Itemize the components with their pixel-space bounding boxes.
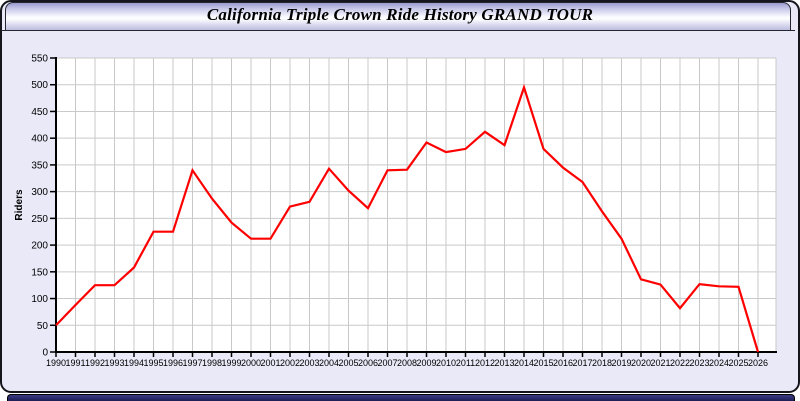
- x-tick-label: 2000: [241, 358, 261, 368]
- y-tick-label: 500: [31, 80, 48, 91]
- x-tick-label: 2003: [299, 358, 319, 368]
- x-tick-label: 1993: [104, 358, 124, 368]
- y-tick-label: 400: [31, 134, 48, 145]
- x-tick-label: 2024: [709, 358, 729, 368]
- x-tick-label: 2008: [397, 358, 417, 368]
- x-tick-label: 1999: [221, 358, 241, 368]
- x-tick-label: 1991: [65, 358, 85, 368]
- y-tick-label: 100: [31, 294, 48, 305]
- x-tick-label: 2012: [475, 358, 495, 368]
- title-bar: [5, 2, 791, 30]
- x-tick-label: 2026: [748, 358, 768, 368]
- x-tick-label: 1997: [182, 358, 202, 368]
- x-tick-label: 2020: [631, 358, 651, 368]
- x-tick-label: 2006: [358, 358, 378, 368]
- x-tick-label: 1998: [202, 358, 222, 368]
- x-tick-label: 2017: [572, 358, 592, 368]
- y-tick-label: 300: [31, 187, 48, 198]
- x-tick-label: 2015: [533, 358, 553, 368]
- x-tick-label: 2025: [728, 358, 748, 368]
- x-tick-label: 2010: [436, 358, 456, 368]
- y-axis-label: Riders: [14, 189, 25, 221]
- x-tick-label: 1992: [85, 358, 105, 368]
- title-bar-underline: [1, 30, 795, 31]
- x-tick-label: 2001: [260, 358, 280, 368]
- y-tick-label: 50: [37, 321, 49, 332]
- x-tick-label: 1994: [124, 358, 144, 368]
- y-tick-label: 550: [31, 54, 48, 65]
- riders-line-series: [55, 83, 760, 353]
- y-tick-label: 150: [31, 267, 48, 278]
- x-tick-label: 2013: [494, 358, 514, 368]
- x-tick-label: 2007: [377, 358, 397, 368]
- x-tick-label: 2011: [456, 358, 475, 368]
- x-tick-label: 2019: [611, 358, 631, 368]
- y-tick-label: 0: [42, 348, 48, 359]
- y-tick-label: 250: [31, 214, 48, 225]
- x-tick-label: 2021: [650, 358, 670, 368]
- y-tick-label: 450: [31, 107, 48, 118]
- x-tick-label: 2014: [514, 358, 534, 368]
- x-tick-label: 1996: [163, 358, 183, 368]
- x-tick-label: 1995: [143, 358, 163, 368]
- x-tick-label: 2018: [592, 358, 612, 368]
- x-tick-label: 2022: [670, 358, 690, 368]
- x-tick-label: 2004: [319, 358, 339, 368]
- x-tick-label: 1990: [46, 358, 66, 368]
- y-tick-label: 200: [31, 241, 48, 252]
- y-tick-label: 350: [31, 160, 48, 171]
- x-tick-label: 2002: [280, 358, 300, 368]
- x-tick-label: 2009: [416, 358, 436, 368]
- x-tick-label: 2005: [338, 358, 358, 368]
- page-title: California Triple Crown Ride History GRA…: [206, 5, 594, 24]
- x-tick-label: 2016: [553, 358, 573, 368]
- x-tick-label: 2023: [689, 358, 709, 368]
- bottom-accent-bar: [7, 394, 795, 401]
